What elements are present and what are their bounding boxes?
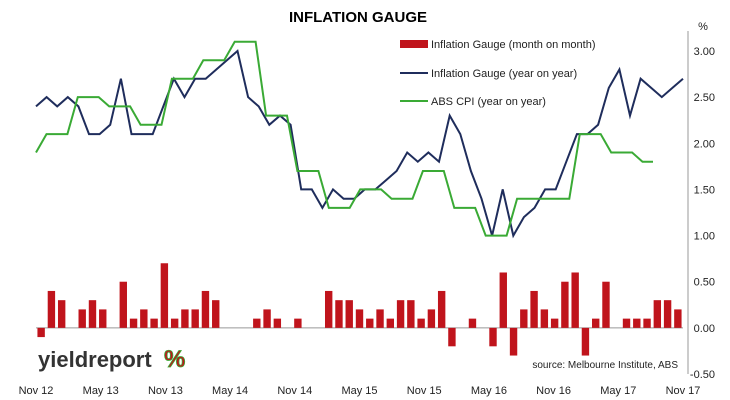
bar-month-on-month [253,318,261,328]
bar-month-on-month [653,300,662,328]
source-note: source: Melbourne Institute, ABS [532,360,678,371]
bar-month-on-month [622,318,631,328]
legend-label-bars: Inflation Gauge (month on month) [431,39,595,51]
bar-month-on-month [191,309,199,328]
yieldreport-logo: yieldreport % [38,346,186,374]
y-tick-label: 1.00 [694,231,715,243]
bar-month-on-month [324,290,333,328]
x-tick-label: Nov 14 [277,385,312,397]
y-tick-label: -0.50 [690,369,715,381]
bars-layer [37,263,682,356]
bar-month-on-month [540,309,549,328]
bar-month-on-month [633,318,641,328]
bar-month-on-month [520,309,528,328]
bar-month-on-month [355,309,364,328]
bar-month-on-month [530,290,538,328]
legend-swatch-bars [400,40,428,48]
bar-month-on-month [489,327,497,347]
bar-month-on-month [663,300,672,328]
bar-month-on-month [592,318,600,328]
bar-month-on-month [396,300,405,328]
bar-month-on-month [335,300,343,328]
line-inflation-gauge-yoy [35,49,684,239]
y-tick-label: 1.50 [694,184,715,196]
bar-month-on-month [212,300,220,328]
x-tick-label: Nov 12 [19,385,54,397]
legend-label-yoy: Inflation Gauge (year on year) [431,68,577,80]
bar-month-on-month [263,309,271,328]
bar-month-on-month [57,300,66,328]
bar-month-on-month [99,309,107,328]
bar-month-on-month [468,318,477,328]
y-tick-label: 2.50 [694,92,715,104]
bar-month-on-month [427,309,436,328]
bar-month-on-month [386,318,395,328]
bar-month-on-month [37,327,45,338]
bar-month-on-month [273,318,282,328]
bar-month-on-month [674,309,682,328]
bar-month-on-month [345,300,353,328]
bar-month-on-month [509,327,518,356]
x-tick-label: Nov 16 [536,385,571,397]
bar-month-on-month [581,327,590,356]
x-tick-label: May 14 [212,385,248,397]
bar-month-on-month [294,318,302,328]
bar-month-on-month [407,300,415,328]
logo-percent-icon: % [164,346,185,373]
bar-month-on-month [160,263,169,328]
bar-month-on-month [78,309,86,328]
y-tick-label: 2.00 [694,138,715,150]
bar-month-on-month [140,309,148,328]
x-tick-label: Nov 13 [148,385,183,397]
lines-layer [35,40,684,239]
bar-month-on-month [150,318,158,328]
legend: Inflation Gauge (month on month) Inflati… [400,39,595,108]
bar-month-on-month [47,290,56,328]
bar-month-on-month [437,290,446,328]
ticks-layer: 3.00 2.50 2.00 1.50 1.00 0.50 0.00 -0.50 Nov 12 M… [19,46,715,397]
bar-month-on-month [170,318,179,328]
bar-month-on-month [571,272,579,328]
bar-month-on-month [119,281,127,328]
logo-wordmark: yieldreport [38,347,152,372]
y-axis-unit: % [698,21,708,33]
bar-month-on-month [376,309,384,328]
bar-month-on-month [602,281,610,328]
x-tick-label: Nov 17 [666,385,701,397]
bar-month-on-month [181,309,189,328]
bar-month-on-month [643,318,651,328]
legend-label-cpi: ABS CPI (year on year) [431,96,546,108]
y-tick-label: 0.50 [694,277,715,289]
bar-month-on-month [201,290,210,328]
x-tick-label: May 15 [341,385,377,397]
x-tick-label: Nov 15 [407,385,442,397]
line-abs-cpi-yoy [35,40,653,237]
bar-month-on-month [366,318,374,328]
chart-title: INFLATION GAUGE [289,9,427,26]
x-tick-label: May 16 [471,385,507,397]
x-tick-label: May 13 [83,385,119,397]
bar-month-on-month [448,327,456,347]
bar-month-on-month [88,300,97,328]
y-tick-label: 0.00 [694,323,715,335]
bar-month-on-month [499,272,507,328]
bar-month-on-month [129,318,138,328]
bar-month-on-month [417,318,425,328]
x-tick-label: May 17 [600,385,636,397]
bar-month-on-month [550,318,559,328]
y-tick-label: 3.00 [694,46,715,58]
bar-month-on-month [561,281,569,328]
